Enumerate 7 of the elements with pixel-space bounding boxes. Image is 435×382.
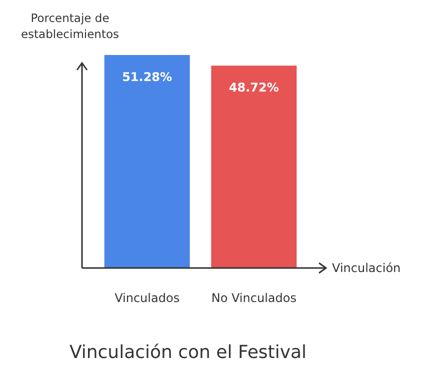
x-tick-label: No Vinculados [211,291,296,305]
text: Vinculación con el Festival [69,342,307,363]
data-label: 51.28% [122,70,172,84]
data-label: 48.72% [228,80,279,95]
x-axis-title: Vinculación [332,261,401,275]
x-tick-label: Vinculados [114,291,180,305]
y-axis-title: Porcentaje de establecimientos [20,10,120,42]
